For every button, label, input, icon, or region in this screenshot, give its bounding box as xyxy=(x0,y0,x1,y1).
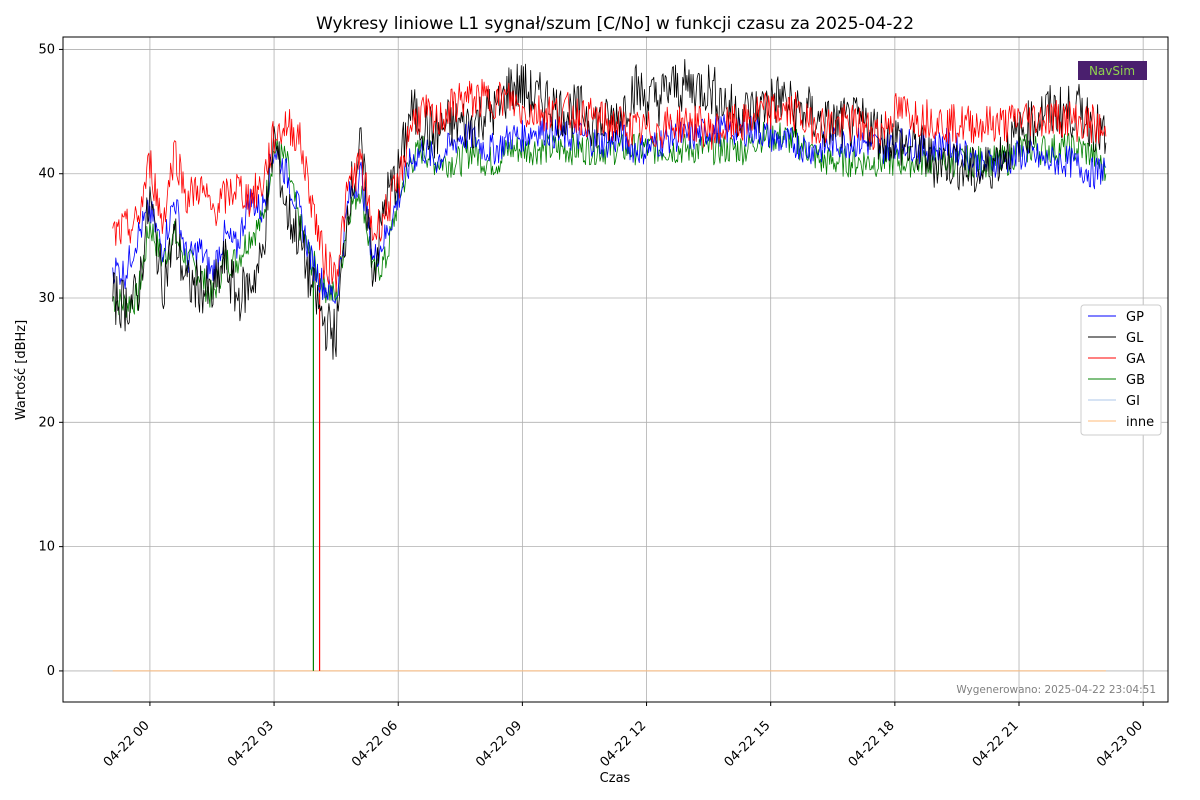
y-tick-label: 50 xyxy=(38,42,55,57)
y-axis-ticks: 0 10 20 30 40 50 xyxy=(38,42,63,679)
y-tick-label: 10 xyxy=(38,540,55,555)
generated-annotation: Wygenerowano: 2025-04-22 23:04:51 xyxy=(956,684,1156,696)
y-axis-label: Wartość [dBHz] xyxy=(14,320,29,420)
legend-label-gp: GP xyxy=(1126,310,1144,325)
legend-label-inne: inne xyxy=(1126,415,1154,430)
logo-text: NavSim xyxy=(1089,64,1135,78)
legend-label-ga: GA xyxy=(1126,352,1145,367)
chart-title: Wykresy liniowe L1 sygnał/szum [C/No] w … xyxy=(316,14,914,34)
y-tick-label: 0 xyxy=(47,664,55,679)
series-gl-line xyxy=(112,59,1107,360)
legend-label-gl: GL xyxy=(1126,331,1144,346)
x-axis-label: Czas xyxy=(600,771,631,786)
y-tick-label: 40 xyxy=(38,167,55,182)
legend-label-gb: GB xyxy=(1126,373,1145,388)
series-layer xyxy=(112,59,1107,672)
y-tick-label: 30 xyxy=(38,291,55,306)
series-ga-line xyxy=(112,78,1107,293)
plot-frame xyxy=(62,36,1169,703)
y-tick-label: 20 xyxy=(38,415,55,430)
navsim-logo: NavSim xyxy=(1078,61,1147,80)
legend: GP GL GA GB GI inne xyxy=(1080,304,1162,436)
legend-label-gi: GI xyxy=(1126,394,1140,409)
